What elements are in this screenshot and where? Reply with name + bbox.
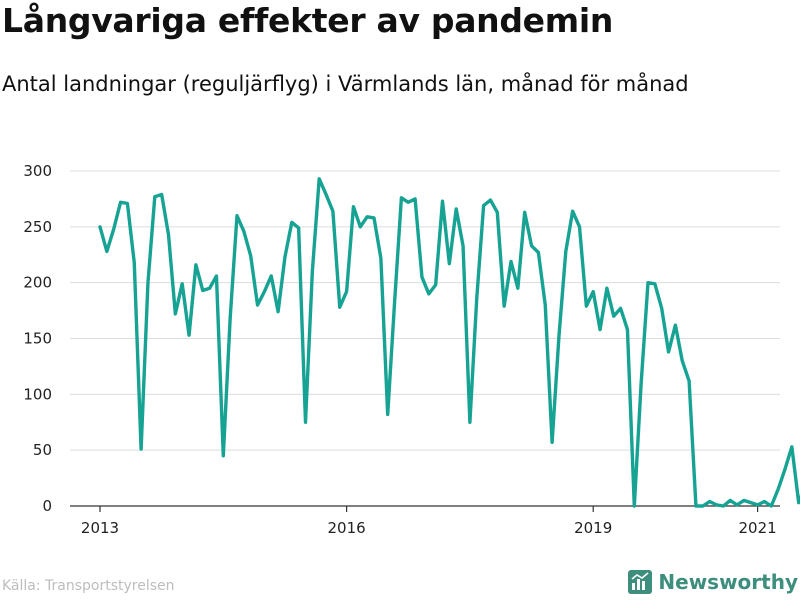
x-tick-label-2021: 2021: [739, 519, 777, 537]
x-tick-label-2016: 2016: [328, 519, 366, 537]
brand-name: Newsworthy: [658, 570, 798, 594]
series-line: [98, 177, 800, 508]
chart-title: Långvariga effekter av pandemin: [2, 1, 614, 40]
chart-subtitle: Antal landningar (reguljärflyg) i Värmla…: [2, 72, 689, 96]
brand-logo[interactable]: Newsworthy: [628, 567, 798, 597]
x-tick-label-2013: 2013: [81, 519, 119, 537]
y-tick-label-250: 250: [23, 218, 52, 236]
x-tick-label-2019: 2019: [574, 519, 612, 537]
source-note: Källa: Transportstyrelsen: [2, 578, 175, 594]
y-tick-label-200: 200: [23, 274, 52, 292]
y-tick-label-50: 50: [33, 441, 52, 459]
axes: 0 50 100 150 200 250 300 2013 2016 2019 2021: [23, 162, 780, 537]
line-chart: 0 50 100 150 200 250 300 2013 2016 2019 2021 62: [23, 162, 800, 537]
y-tick-label-100: 100: [23, 385, 52, 403]
y-tick-label-150: 150: [23, 330, 52, 348]
newsworthy-logo-icon: [628, 570, 653, 594]
y-tick-label-300: 300: [23, 162, 52, 180]
y-tick-label-0: 0: [42, 497, 52, 515]
series-layer: 62: [98, 177, 800, 508]
